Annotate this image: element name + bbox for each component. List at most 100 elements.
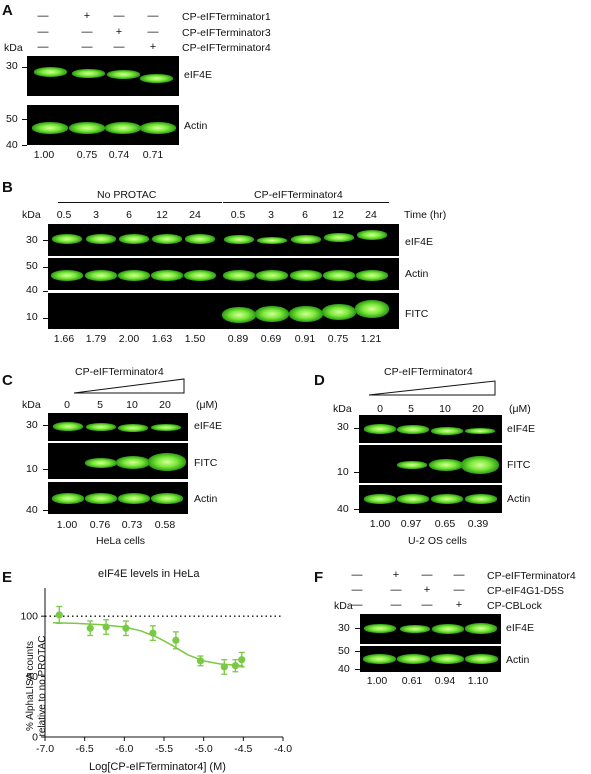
quant-value: 0.76 <box>89 519 111 531</box>
sign: — <box>113 10 125 22</box>
quant-value: 0.74 <box>108 149 130 161</box>
sign: + <box>455 599 463 611</box>
x-tick-label: -5.0 <box>195 743 213 755</box>
time-point: 3 <box>93 209 99 221</box>
treatment-label: CP-eIFTerminator4 <box>182 42 271 54</box>
quant-value: 0.75 <box>327 333 349 345</box>
quant-value: 1.21 <box>360 333 382 345</box>
fit-curve <box>52 622 244 667</box>
quant-value: 1.79 <box>85 333 107 345</box>
time-point: 0.5 <box>56 209 72 221</box>
blot-label: Actin <box>184 120 208 132</box>
quant-value: 0.39 <box>467 518 489 530</box>
blot-label: FITC <box>194 457 218 469</box>
x-tick-label: -5.5 <box>155 743 173 755</box>
mw-marker: 50 <box>26 260 38 272</box>
treatment-label: CP-eIFTerminator3 <box>182 27 271 39</box>
data-point <box>220 663 228 671</box>
blot-label: eIF4E <box>507 423 536 435</box>
x-tick-label: -6.5 <box>76 743 94 755</box>
panel-e-letter: E <box>2 569 13 586</box>
mw-marker: 30 <box>338 622 350 634</box>
quant-value: 0.75 <box>76 149 98 161</box>
kda-label: kDa <box>334 600 353 612</box>
sign: — <box>453 569 465 581</box>
data-point <box>231 662 239 670</box>
blot-label: eIF4E <box>405 236 434 248</box>
blot-label: FITC <box>405 308 429 320</box>
sign: — <box>351 569 363 581</box>
sign: + <box>423 584 431 596</box>
compound-label: CP-eIFTerminator4 <box>75 366 164 378</box>
sign: — <box>421 569 433 581</box>
sign: + <box>83 10 91 22</box>
data-point <box>122 624 130 632</box>
western-blot-eif4e <box>27 56 179 96</box>
time-point: 3 <box>268 209 274 221</box>
data-point <box>196 657 205 665</box>
sign: — <box>351 584 363 596</box>
western-blot-actin <box>359 485 502 513</box>
dose-response-chart: 0 50 100 -7.0 -6.5 -6.0 -5.5 -5.0 -4.5 -4.0 <box>20 588 292 755</box>
mw-marker: 30 <box>26 234 38 246</box>
treatment-label: CP-CBLock <box>487 600 542 612</box>
x-axis-label: Log[CP-eIFTerminator4] (M) <box>89 761 226 773</box>
panel-f-letter: F <box>314 569 324 586</box>
quant-value: 1.00 <box>369 518 391 530</box>
sign: — <box>147 26 159 38</box>
western-blot-eif4e <box>360 614 501 644</box>
sign: — <box>421 599 433 611</box>
time-point: 24 <box>365 209 377 221</box>
mw-marker: 40 <box>337 503 349 515</box>
quant-value: 1.00 <box>366 675 388 687</box>
western-blot-fitc <box>48 293 399 329</box>
mw-marker: 40 <box>26 284 38 296</box>
x-tick-label: -7.0 <box>36 743 54 755</box>
sign: — <box>37 41 49 53</box>
sign: — <box>390 599 402 611</box>
western-blot-eif4e <box>359 415 502 443</box>
blot-label: eIF4E <box>506 622 535 634</box>
sign: — <box>37 10 49 22</box>
quant-value: 0.61 <box>401 675 423 687</box>
time-point: 0.5 <box>230 209 246 221</box>
dose: 20 <box>472 403 484 415</box>
western-blot-actin <box>48 258 399 290</box>
mw-marker: 40 <box>338 663 350 675</box>
western-blot-actin <box>48 482 188 514</box>
blot-label: eIF4E <box>194 420 223 432</box>
data-point <box>86 624 94 632</box>
quant-value: 0.71 <box>142 149 164 161</box>
panel-b-letter: B <box>2 179 13 196</box>
dose-unit: (μM) <box>196 399 218 411</box>
western-blot-fitc <box>359 445 502 483</box>
quant-value: 0.89 <box>227 333 249 345</box>
dose: 10 <box>126 399 138 411</box>
western-blot-eif4e <box>48 413 188 441</box>
time-point: 6 <box>126 209 132 221</box>
quant-value: 0.58 <box>154 519 176 531</box>
sign: + <box>392 569 400 581</box>
dose: 20 <box>159 399 171 411</box>
sign: — <box>351 599 363 611</box>
time-point: 12 <box>332 209 344 221</box>
quant-value: 1.00 <box>33 149 55 161</box>
blot-label: Actin <box>194 493 218 505</box>
mw-marker: 40 <box>6 139 18 151</box>
panel-c-letter: C <box>2 372 13 389</box>
quant-value: 1.50 <box>184 333 206 345</box>
blot-label: FITC <box>507 459 531 471</box>
compound-label: CP-eIFTerminator4 <box>384 366 473 378</box>
dose-unit: (μM) <box>509 403 531 415</box>
western-blot-fitc <box>48 443 188 479</box>
dose: 5 <box>408 403 414 415</box>
y-tick-label: 50 <box>26 671 38 683</box>
y-tick-label: 0 <box>32 732 38 744</box>
quant-value: 1.00 <box>56 519 78 531</box>
kda-label: kDa <box>333 403 352 415</box>
sign: + <box>115 26 123 38</box>
western-blot-eif4e <box>48 224 399 256</box>
kda-label: kDa <box>22 399 41 411</box>
chart-title: eIF4E levels in HeLa <box>98 568 200 580</box>
panel-a-letter: A <box>2 2 13 19</box>
